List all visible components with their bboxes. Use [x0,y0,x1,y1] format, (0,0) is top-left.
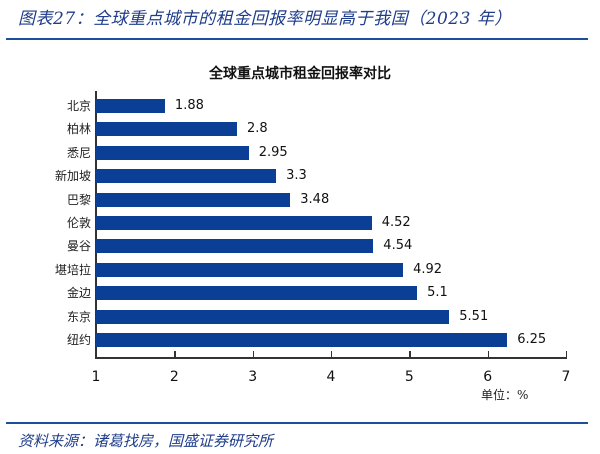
top-rule [6,38,588,40]
category-label: 悉尼 [66,145,91,160]
x-tick [331,351,333,357]
value-label: 4.54 [383,238,413,254]
value-label: 5.51 [459,308,489,324]
category-label: 新加坡 [54,169,91,184]
x-tick-label: 2 [169,369,179,385]
category-label: 巴黎 [66,192,91,207]
category-label: 北京 [66,99,91,113]
x-tick [487,351,489,357]
x-tick [174,351,176,357]
value-label: 4.52 [381,215,411,230]
y-axis-line [95,91,97,358]
x-tick [252,351,254,357]
x-tick [409,351,411,357]
figure-title: 图表27：全球重点城市的租金回报率明显高于我国（2023 年） [18,9,512,29]
value-label: 5.1 [427,285,448,301]
bar [96,122,237,137]
bar [96,262,404,277]
chart-title: 全球重点城市租金回报率对比 [209,66,391,82]
bottom-rule [6,422,588,424]
value-label: 1.88 [174,98,204,113]
category-label: 柏林 [66,122,91,137]
category-label: 伦敦 [66,216,91,230]
x-tick-label: 6 [483,369,493,385]
x-tick-label: 1 [91,369,101,385]
x-tick-label: 5 [404,369,414,385]
bar [96,333,508,347]
x-tick-label: 7 [561,369,571,385]
value-label: 6.25 [517,332,547,347]
unit-label: 单位：% [481,388,529,402]
bar [96,239,374,254]
category-label: 堪培拉 [54,262,91,277]
bar [96,99,165,113]
value-label: 3.3 [286,168,307,184]
x-axis-line [95,357,567,359]
value-label: 3.48 [300,191,330,207]
value-label: 2.8 [247,121,268,137]
bar [96,192,291,207]
source-note: 资料来源：诸葛找房，国盛证券研究所 [18,432,274,450]
value-label: 2.95 [258,144,288,160]
x-tick-label: 3 [248,369,258,385]
x-tick [566,351,568,357]
category-label: 金边 [66,286,91,301]
category-label: 东京 [66,309,91,324]
x-tick-label: 4 [326,369,336,385]
bar [96,286,418,301]
bar [96,145,249,160]
bar [96,309,450,324]
bar [96,216,372,230]
bar [96,169,277,184]
category-label: 曼谷 [66,239,91,254]
category-label: 纽约 [66,333,91,347]
value-label: 4.92 [413,261,443,277]
